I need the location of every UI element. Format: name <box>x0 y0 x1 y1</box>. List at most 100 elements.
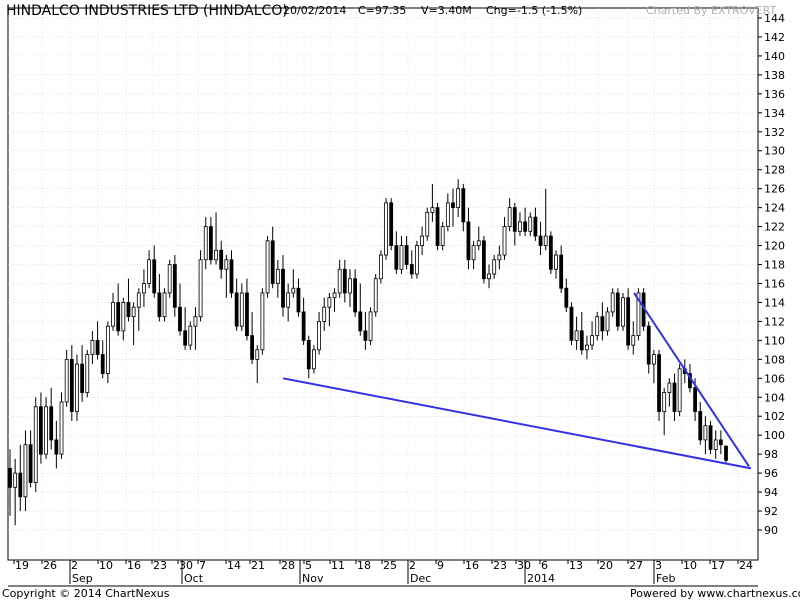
x-tick-label: 25 <box>383 559 397 572</box>
candle-body-down <box>234 292 239 327</box>
x-tick-label: 21 <box>251 559 265 572</box>
candle <box>44 397 48 459</box>
header-volume: V=3.40M <box>421 4 472 17</box>
candle <box>445 193 450 232</box>
candle-body-up <box>142 283 146 294</box>
candle-body-up <box>90 339 95 355</box>
candle-body-up <box>713 439 718 450</box>
candle-body-down <box>523 221 528 232</box>
candle <box>105 321 110 384</box>
x-tick-label: 5 <box>305 559 312 572</box>
candle <box>229 250 234 298</box>
candle-body-up <box>147 259 151 284</box>
candle <box>404 236 409 270</box>
x-tick-label: 24 <box>739 559 753 572</box>
candle-body-up <box>703 425 708 441</box>
candle-body-down <box>466 221 471 261</box>
candle <box>111 292 115 331</box>
candle <box>543 188 548 251</box>
candle <box>368 307 373 346</box>
y-tick-label: 128 <box>764 164 785 177</box>
x-month-label: 2014 <box>527 572 555 585</box>
candle-body-down <box>80 363 85 393</box>
candle-body-down <box>548 235 553 270</box>
candle <box>533 207 538 241</box>
candle-body-up <box>471 245 476 261</box>
y-tick-label: 130 <box>764 145 785 158</box>
trendline <box>633 292 750 468</box>
candle <box>224 255 229 298</box>
candle-body-down <box>18 472 23 498</box>
candle <box>219 240 224 279</box>
candle-body-down <box>245 292 249 337</box>
candle <box>131 302 136 346</box>
candle-body-down <box>353 278 358 313</box>
x-tick-label: 11 <box>331 559 345 572</box>
x-axis: 19 26 2 10 16 23 30 7 14 21 28 5 11 18 25 2 9 16 23 30 6 13 20… <box>8 559 758 587</box>
candle-body-down <box>389 202 394 246</box>
y-tick-label: 114 <box>764 296 785 309</box>
candle <box>456 179 461 218</box>
candle <box>636 288 641 341</box>
candle <box>203 217 208 270</box>
candle <box>626 288 631 350</box>
candle <box>703 416 708 455</box>
candle <box>312 345 316 374</box>
candle-body-down <box>219 249 224 270</box>
candle <box>610 288 615 317</box>
x-tick-label: 20 <box>599 559 613 572</box>
candle-body-up <box>425 211 430 237</box>
candle <box>286 283 291 322</box>
header-date: 20/02/2014 <box>283 4 346 17</box>
y-tick-label: 140 <box>764 50 785 63</box>
candle <box>389 198 394 251</box>
candle-body-up <box>440 226 445 246</box>
candle-body-up <box>456 188 461 209</box>
x-tick-label: 30 <box>517 559 531 572</box>
candles <box>8 179 728 526</box>
candle-body-down <box>49 406 54 441</box>
candle <box>90 330 95 365</box>
x-tick-label: 7 <box>199 559 206 572</box>
candle-body-down <box>172 264 177 308</box>
candle-body-up <box>332 292 337 299</box>
charted-by: Charted By EXTROVERT <box>646 4 776 17</box>
candle-body-up <box>528 216 533 232</box>
candle <box>80 345 85 402</box>
y-tick-label: 132 <box>764 126 785 139</box>
candle <box>363 311 368 350</box>
candle-body-up <box>188 325 193 346</box>
candle-body-down <box>693 387 697 412</box>
candle <box>528 212 533 237</box>
candle <box>605 307 610 336</box>
candle <box>672 373 677 421</box>
candle-body-up <box>590 335 594 346</box>
candle-body-up <box>420 235 424 246</box>
candle-body-up <box>193 316 198 327</box>
candle <box>461 183 466 232</box>
candle-body-down <box>152 259 157 294</box>
candle-body-up <box>198 259 203 318</box>
candle <box>162 288 167 322</box>
candle <box>147 250 151 289</box>
candle <box>651 349 656 384</box>
candle <box>245 278 249 341</box>
candle <box>579 311 584 355</box>
trendlines <box>282 292 752 470</box>
candle-body-up <box>23 444 28 498</box>
candle <box>59 392 64 459</box>
candle-body-up <box>554 254 558 270</box>
x-tick-label: 18 <box>357 559 371 572</box>
candle <box>13 458 18 526</box>
y-tick-label: 124 <box>764 202 785 215</box>
candle <box>718 430 723 455</box>
x-tick-label: 3 <box>655 559 662 572</box>
candle-body-down <box>358 311 363 332</box>
y-tick-label: 102 <box>764 410 785 423</box>
x-tick-label: 10 <box>99 559 113 572</box>
candle-body-down <box>116 302 121 332</box>
candle-body-up <box>605 311 610 332</box>
x-tick-label: 30 <box>179 559 193 572</box>
x-tick-label: 28 <box>281 559 295 572</box>
candle <box>100 340 105 379</box>
